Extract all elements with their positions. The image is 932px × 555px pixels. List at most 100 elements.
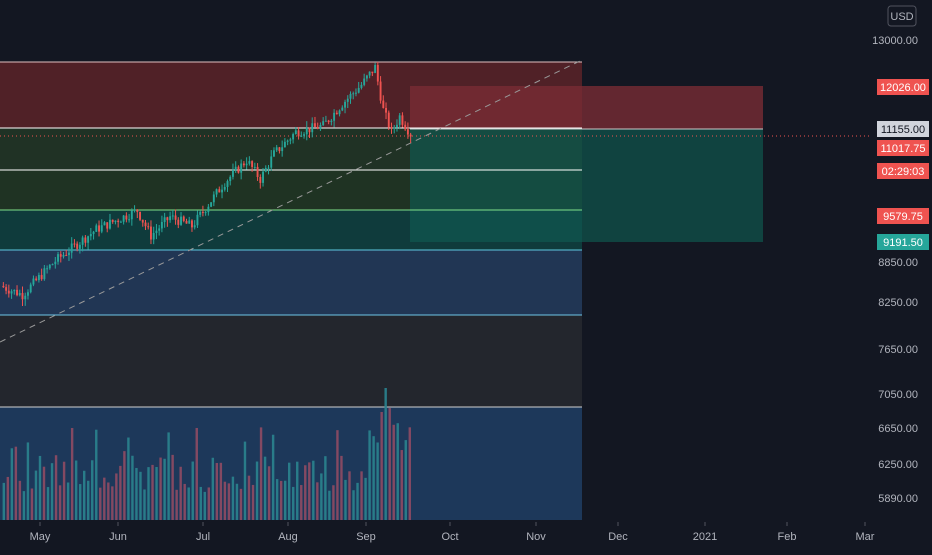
candle-body: [84, 237, 87, 243]
candle-body: [226, 181, 229, 187]
volume-bar: [263, 456, 267, 520]
volume-bar: [308, 462, 311, 520]
volume-bar: [70, 428, 74, 520]
volume-bar: [235, 483, 239, 520]
candle-body: [352, 93, 355, 95]
candle-body: [128, 219, 131, 221]
volume-bar: [239, 488, 243, 520]
volume-bar: [247, 475, 251, 520]
volume-bar: [187, 487, 190, 520]
candle-body: [119, 221, 122, 223]
volume-bar: [139, 471, 142, 520]
candle-body: [2, 285, 5, 288]
candle-body: [335, 112, 338, 115]
volume-bar: [400, 450, 403, 520]
candle-body: [204, 212, 207, 214]
candle-body: [294, 130, 297, 135]
volume-bar: [344, 479, 347, 520]
time-tick-label: Jun: [109, 531, 127, 543]
candle-body: [199, 211, 202, 215]
volume-bar: [42, 466, 46, 520]
volume-bar: [231, 476, 235, 520]
price-label-box: [877, 79, 929, 95]
candle-body: [303, 134, 305, 136]
candle-body: [404, 124, 407, 130]
candle-body: [13, 289, 16, 292]
volume-bar: [38, 455, 42, 520]
price-label-entry: 11155.00: [881, 124, 925, 136]
candle-body: [245, 163, 248, 166]
candle-body: [253, 166, 256, 168]
candle-body: [5, 287, 8, 291]
candle-body: [18, 293, 21, 296]
volume-bar: [99, 487, 102, 520]
volume-bar: [408, 427, 411, 520]
candle-body: [10, 291, 13, 294]
candle-body: [242, 163, 245, 166]
volume-bar: [292, 486, 295, 520]
candle-body: [16, 289, 18, 296]
candle-body: [248, 161, 251, 164]
time-tick-label: Nov: [526, 531, 546, 543]
fib-trendline[interactable]: [0, 59, 583, 343]
candle-body: [117, 220, 120, 223]
candle-body: [46, 268, 49, 270]
price-label-box: [877, 140, 929, 156]
candle-body: [68, 252, 70, 256]
candle-body: [32, 278, 35, 285]
volume-bar: [103, 477, 106, 520]
candle-body: [327, 120, 330, 122]
candle-body: [212, 194, 215, 203]
volume-bar: [26, 442, 30, 520]
volume-bar: [296, 461, 299, 520]
position-stop-zone[interactable]: [410, 129, 763, 242]
candle-body: [314, 123, 316, 127]
volume-bar: [332, 485, 335, 520]
volume-bar: [267, 466, 271, 520]
time-axis[interactable]: May Jun Jul Aug Sep Oct Nov Dec 2021 Feb Mar: [30, 522, 875, 543]
price-axis[interactable]: 13000.00 8850.00 8250.00 7650.00 7050.00 6650…: [872, 35, 918, 505]
candle-body: [281, 147, 284, 152]
candle-body: [319, 125, 322, 129]
time-tick-label: Sep: [356, 531, 376, 543]
volume-bar: [336, 430, 339, 520]
candle-body: [141, 219, 144, 223]
volume-bar: [46, 487, 50, 520]
candle-body: [133, 209, 136, 211]
volume-bar: [316, 482, 319, 520]
time-tick-label: Mar: [856, 531, 875, 543]
candle-body: [349, 93, 352, 99]
volume-bar: [58, 485, 62, 520]
price-labels: 12026.00 11155.00 11017.75 02:29:03 9579.75 9…: [877, 79, 929, 250]
volume-bar: [131, 455, 134, 520]
currency-button[interactable]: USD: [887, 5, 917, 27]
volume-bar: [360, 471, 363, 520]
volume-bar: [18, 480, 22, 520]
position-target-zone[interactable]: [410, 86, 763, 129]
volume-bar: [259, 427, 263, 520]
volume-bar: [380, 412, 383, 520]
candle-body: [103, 222, 106, 226]
candle-body: [324, 120, 327, 122]
volume-bar: [167, 432, 170, 520]
volume-bar: [283, 480, 287, 520]
time-tick-label: 2021: [693, 531, 717, 543]
time-tick-label: Aug: [278, 531, 298, 543]
fib-zone-6: [0, 315, 582, 407]
volume-bar: [404, 440, 407, 520]
volume-bar: [300, 485, 303, 520]
volume-bar: [30, 488, 34, 520]
candle-body: [341, 107, 344, 111]
candle-body: [163, 217, 166, 223]
candle-body: [177, 219, 180, 225]
fib-level-lines: [0, 59, 872, 408]
candle-body: [365, 75, 368, 79]
candle-body: [273, 150, 275, 157]
volume-bar: [207, 487, 211, 520]
candle-body: [114, 220, 117, 222]
candle-body: [234, 166, 237, 171]
volume-bar: [10, 448, 14, 520]
price-tick-label: 8250.00: [878, 297, 918, 309]
candle-body: [21, 293, 24, 300]
